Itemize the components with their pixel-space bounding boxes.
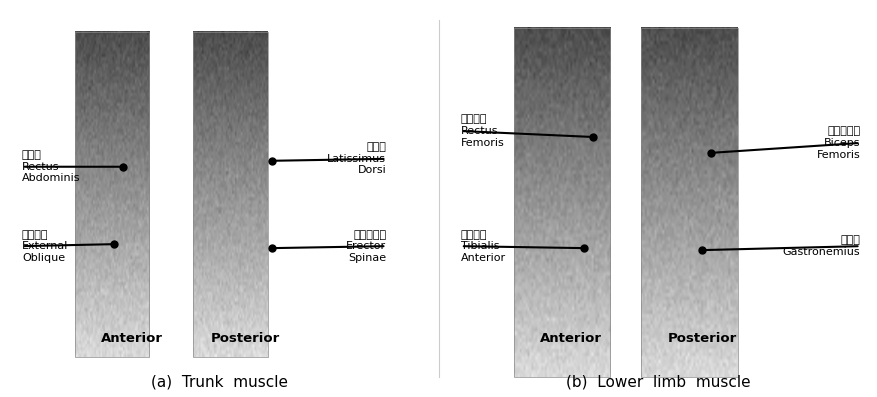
Text: 전경골근
Tibialis
Anterior: 전경골근 Tibialis Anterior	[460, 229, 505, 263]
Text: 광배근
Latissimus
Dorsi: 광배근 Latissimus Dorsi	[327, 142, 386, 175]
Text: 비복근
Gastronemius: 비복근 Gastronemius	[782, 235, 859, 257]
Text: 복직근
Rectus
Abdominis: 복직근 Rectus Abdominis	[22, 150, 81, 183]
Bar	[75, 32, 149, 357]
Bar	[513, 28, 610, 377]
Text: 외복사근
External
Oblique: 외복사근 External Oblique	[22, 229, 68, 263]
Text: Posterior: Posterior	[667, 332, 736, 345]
Text: 대퇴직근
Rectus
Femoris: 대퇴직근 Rectus Femoris	[460, 114, 504, 148]
Text: Anterior: Anterior	[539, 332, 601, 345]
Text: Anterior: Anterior	[101, 332, 162, 345]
Text: (b)  Lower  limb  muscle: (b) Lower limb muscle	[566, 374, 750, 389]
Text: (a)  Trunk  muscle: (a) Trunk muscle	[151, 374, 288, 389]
Text: Posterior: Posterior	[211, 332, 280, 345]
Text: 척추기립근
Erector
Spinae: 척추기립근 Erector Spinae	[346, 229, 386, 263]
Bar	[640, 28, 737, 377]
Bar	[193, 32, 267, 357]
Text: 대퇴이두근
Biceps
Femoris: 대퇴이두근 Biceps Femoris	[816, 126, 859, 160]
